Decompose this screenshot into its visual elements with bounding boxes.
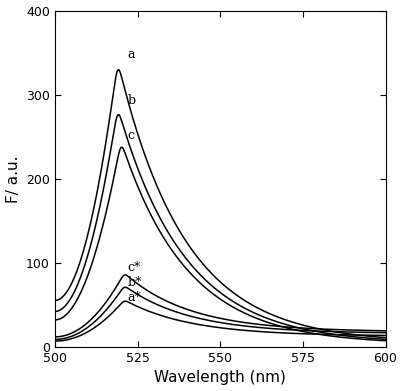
X-axis label: Wavelength (nm): Wavelength (nm) [154,370,286,386]
Text: b*: b* [128,276,142,289]
Text: a: a [128,48,135,61]
Text: c: c [128,129,135,142]
Text: a*: a* [128,291,141,304]
Y-axis label: F/ a.u.: F/ a.u. [6,155,21,203]
Text: c*: c* [128,262,141,274]
Text: b: b [128,94,136,107]
